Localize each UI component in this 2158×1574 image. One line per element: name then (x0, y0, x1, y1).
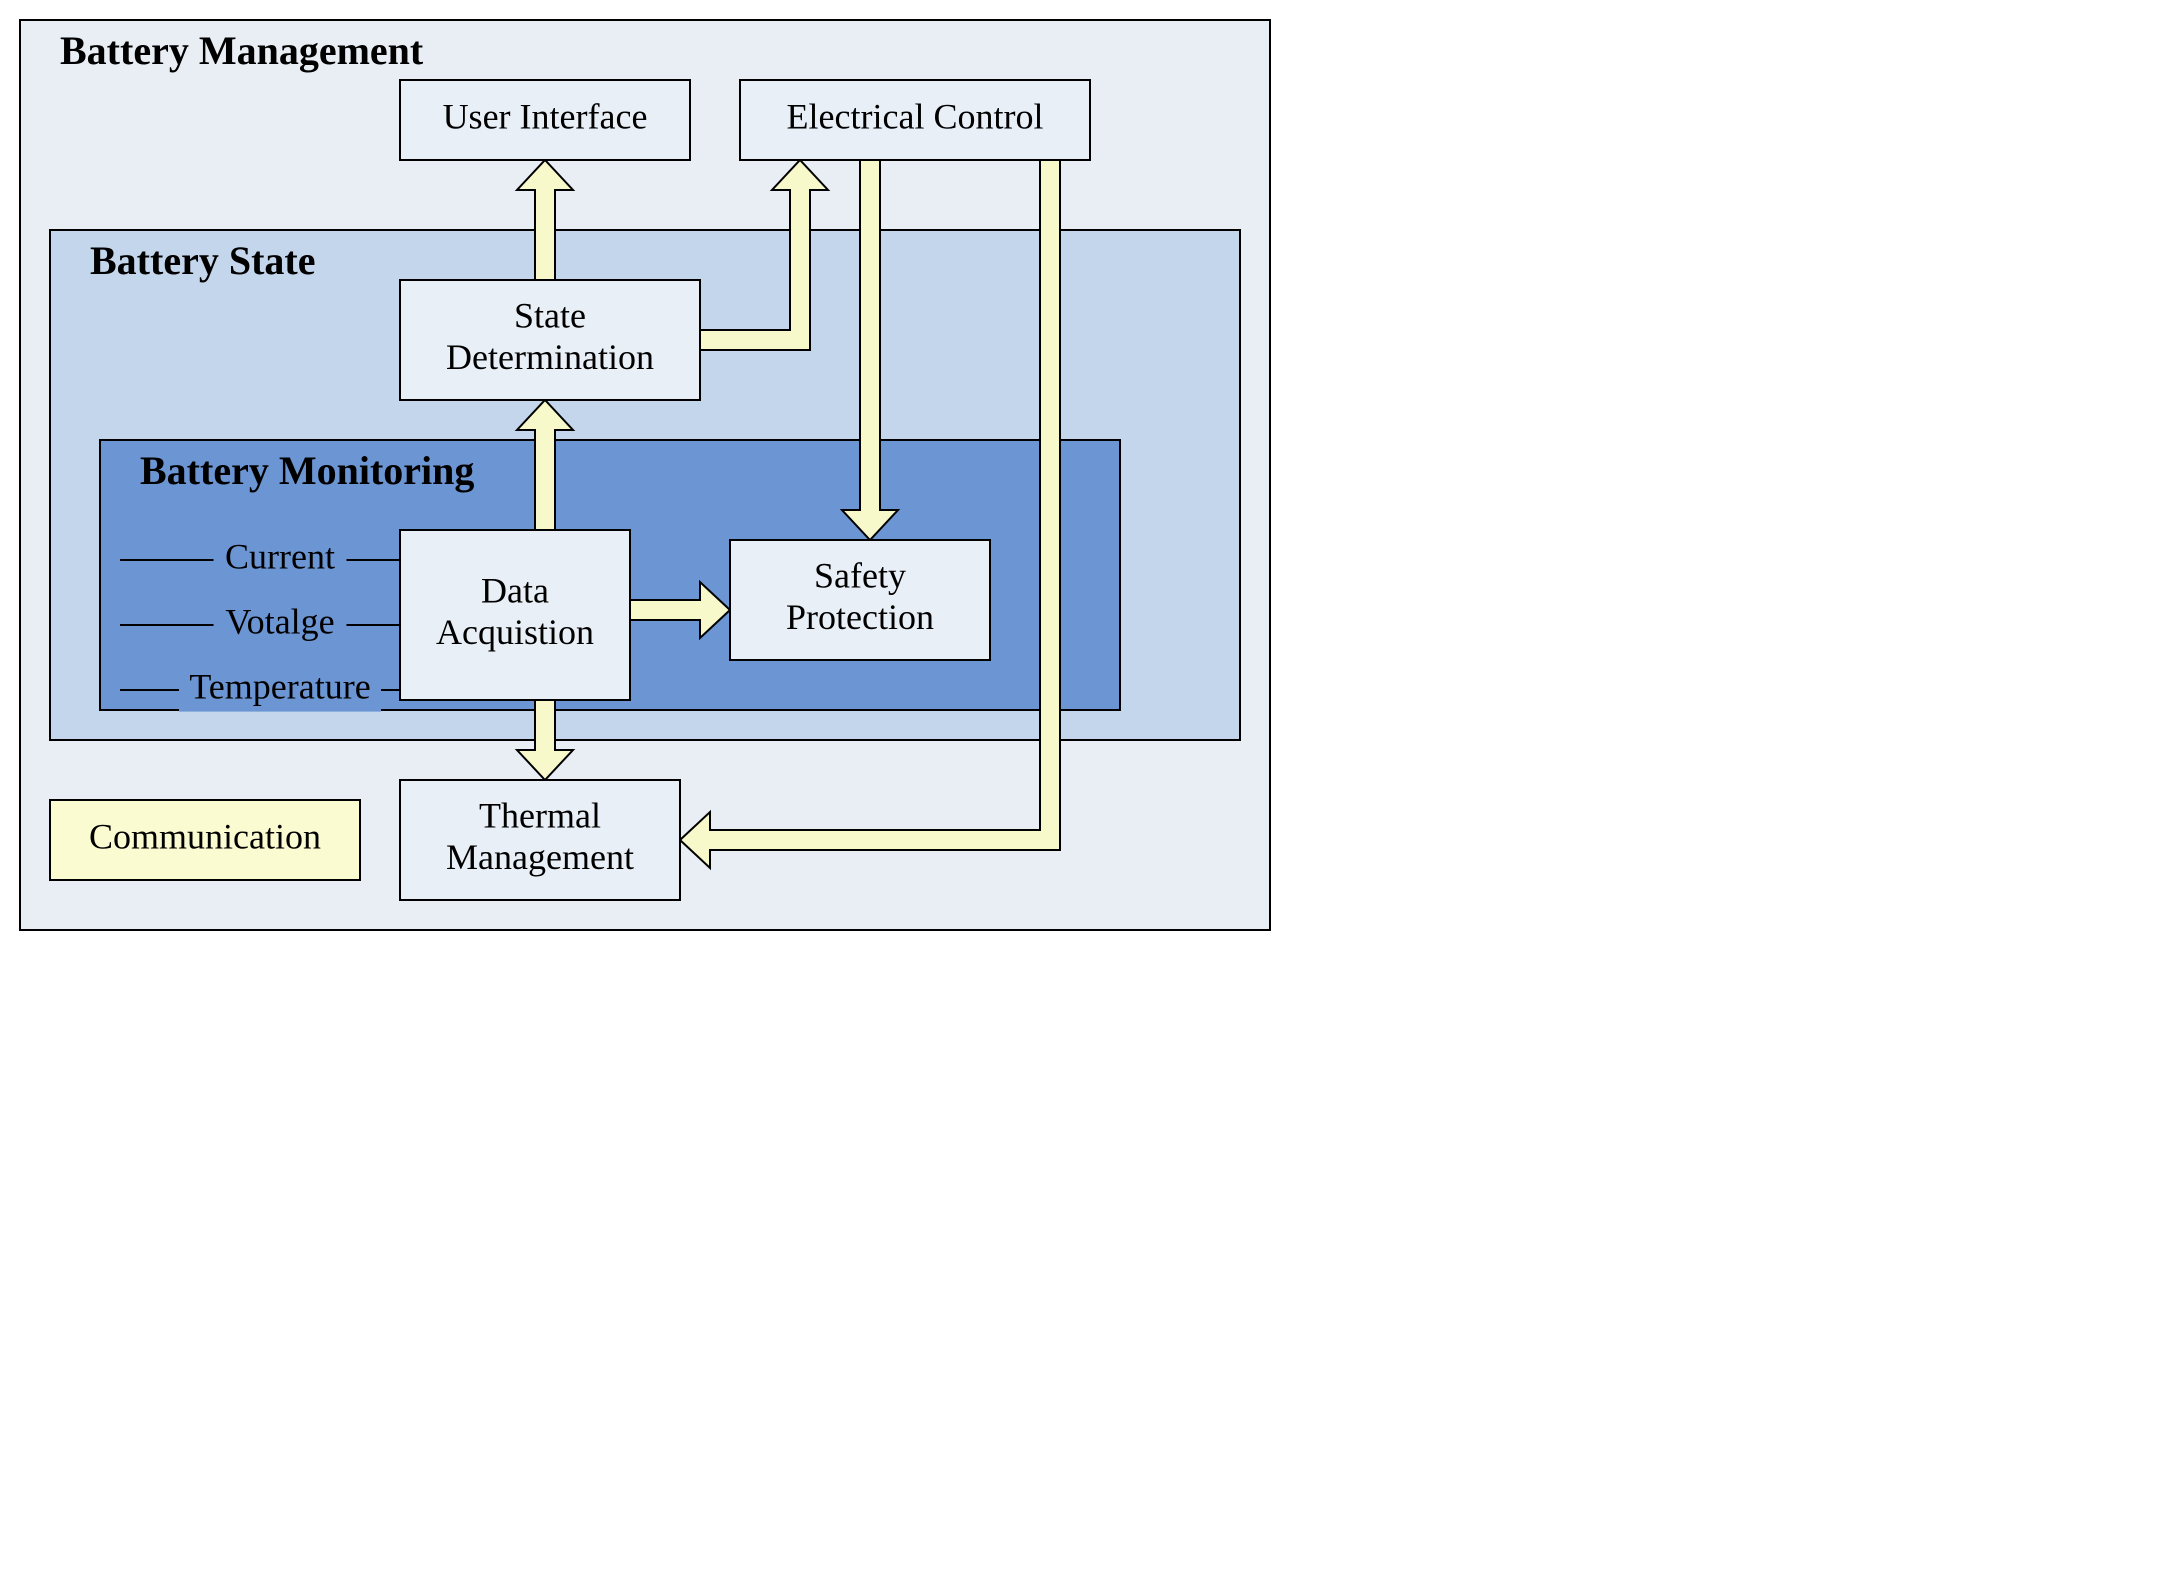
thermal_management-label: Management (446, 837, 634, 877)
safety_protection-label: Safety (814, 556, 906, 596)
data_acquisition-label: Data (481, 571, 549, 611)
sensor-label-temperature: Temperature (189, 666, 370, 706)
state_determination-label: Determination (446, 337, 654, 377)
electrical_control-label: Electrical Control (787, 96, 1044, 136)
thermal_management-label: Thermal (479, 796, 601, 836)
communication-label: Communication (89, 816, 321, 856)
battery-state-title: Battery State (90, 238, 315, 283)
sensor-label-current: Current (225, 536, 335, 576)
sensor-label-votalge: Votalge (225, 601, 334, 641)
battery-monitoring-title: Battery Monitoring (140, 448, 474, 493)
battery-management-diagram: Battery Management Battery State Battery M… (0, 0, 1290, 950)
state_determination-label: State (514, 296, 586, 336)
data_acquisition-label: Acquistion (436, 612, 594, 652)
battery-management-title: Battery Management (60, 28, 424, 73)
safety_protection-label: Protection (786, 597, 934, 637)
user_interface-label: User Interface (443, 96, 648, 136)
